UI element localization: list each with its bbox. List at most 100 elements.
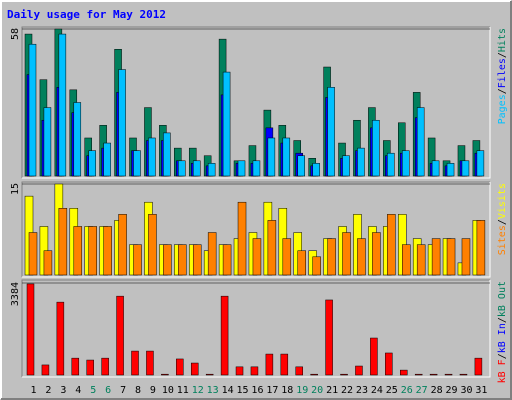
bar: [312, 256, 321, 276]
bar: [71, 357, 80, 376]
x-tick-label: 19: [296, 385, 308, 396]
bar: [88, 226, 97, 276]
x-tick-label: 29: [446, 385, 458, 396]
bar: [192, 244, 202, 276]
bar: [476, 220, 486, 276]
bar: [116, 295, 124, 376]
bar: [280, 353, 289, 376]
x-tick-label: 16: [251, 385, 263, 396]
legend: kB F/kB In/kB Out: [497, 281, 508, 383]
bar: [148, 214, 157, 276]
legend-separator: /: [497, 52, 508, 58]
bar: [372, 232, 381, 276]
bar: [250, 366, 259, 376]
y-tick-label: 3384: [10, 282, 21, 306]
bar: [342, 232, 351, 276]
bar: [237, 201, 247, 276]
legend-entry: Sites: [497, 225, 508, 255]
bar: [402, 150, 410, 177]
bar: [387, 152, 395, 177]
legend-entry: Files: [497, 58, 508, 88]
bar: [282, 137, 291, 177]
bar: [357, 147, 365, 177]
bar: [357, 238, 366, 276]
bar: [385, 352, 393, 376]
bar: [476, 150, 485, 177]
bar: [148, 137, 156, 177]
x-tick-label: 26: [401, 385, 413, 396]
bar: [58, 208, 68, 276]
bar: [387, 214, 396, 276]
x-tick-label: 18: [281, 385, 293, 396]
x-tick-label: 15: [236, 385, 248, 396]
bar: [56, 301, 65, 376]
legend: Pages/Files/Hits: [497, 28, 508, 124]
bar: [28, 232, 38, 276]
panel-edge-light: [22, 27, 491, 179]
bar: [252, 238, 262, 276]
x-tick-label: 12: [192, 385, 204, 396]
x-tick-label: 5: [90, 385, 96, 396]
x-tick-label: 8: [135, 385, 141, 396]
bar: [416, 244, 426, 276]
bar: [310, 373, 318, 376]
bar: [416, 107, 425, 177]
legend-separator: /: [497, 88, 508, 94]
x-tick-label: 30: [460, 385, 472, 396]
panel-edge-light: [22, 280, 491, 378]
x-tick-label: 7: [120, 385, 126, 396]
bar: [461, 238, 471, 276]
bar: [340, 373, 348, 376]
bar: [431, 238, 441, 276]
x-tick-label: 2: [45, 385, 51, 396]
bar: [474, 357, 483, 376]
bar: [444, 373, 453, 376]
bar: [43, 107, 52, 177]
bar: [370, 337, 378, 376]
bar: [26, 283, 35, 376]
x-tick-label: 3: [60, 385, 66, 396]
x-tick-label: 10: [162, 385, 174, 396]
bar: [86, 359, 94, 376]
bar: [429, 373, 438, 376]
x-tick-label: 9: [150, 385, 156, 396]
bar: [446, 238, 456, 276]
bar: [118, 214, 127, 276]
x-tick-label: 13: [207, 385, 219, 396]
bar: [88, 150, 96, 177]
legend: Sites/Visits: [497, 183, 508, 255]
bar: [295, 366, 303, 376]
bar: [297, 250, 306, 276]
x-tick-label: 22: [341, 385, 353, 396]
bar: [43, 250, 53, 276]
legend-entry: kB In: [497, 323, 508, 353]
bar: [207, 232, 217, 276]
x-tick-label: 20: [311, 385, 323, 396]
bar: [414, 373, 423, 376]
bar: [161, 373, 169, 376]
bar: [131, 350, 139, 376]
x-tick-label: 17: [266, 385, 278, 396]
bar: [133, 150, 141, 177]
x-tick-label: 23: [356, 385, 368, 396]
bar: [163, 244, 172, 276]
x-tick-label: 25: [386, 385, 398, 396]
bar: [28, 43, 37, 177]
x-tick-label: 31: [475, 385, 487, 396]
bar: [459, 373, 468, 376]
bar: [58, 33, 67, 177]
bar: [446, 163, 455, 177]
x-tick-label: 6: [105, 385, 111, 396]
legend-entry: Visits: [497, 183, 508, 219]
bar: [312, 163, 320, 177]
legend-separator: /: [497, 353, 508, 359]
bar: [265, 353, 274, 376]
chart-title: Daily usage for May 2012: [7, 8, 166, 21]
bar: [101, 357, 109, 376]
legend-separator: /: [497, 317, 508, 323]
bar: [431, 160, 440, 177]
bar: [327, 238, 336, 276]
bar: [267, 220, 277, 276]
